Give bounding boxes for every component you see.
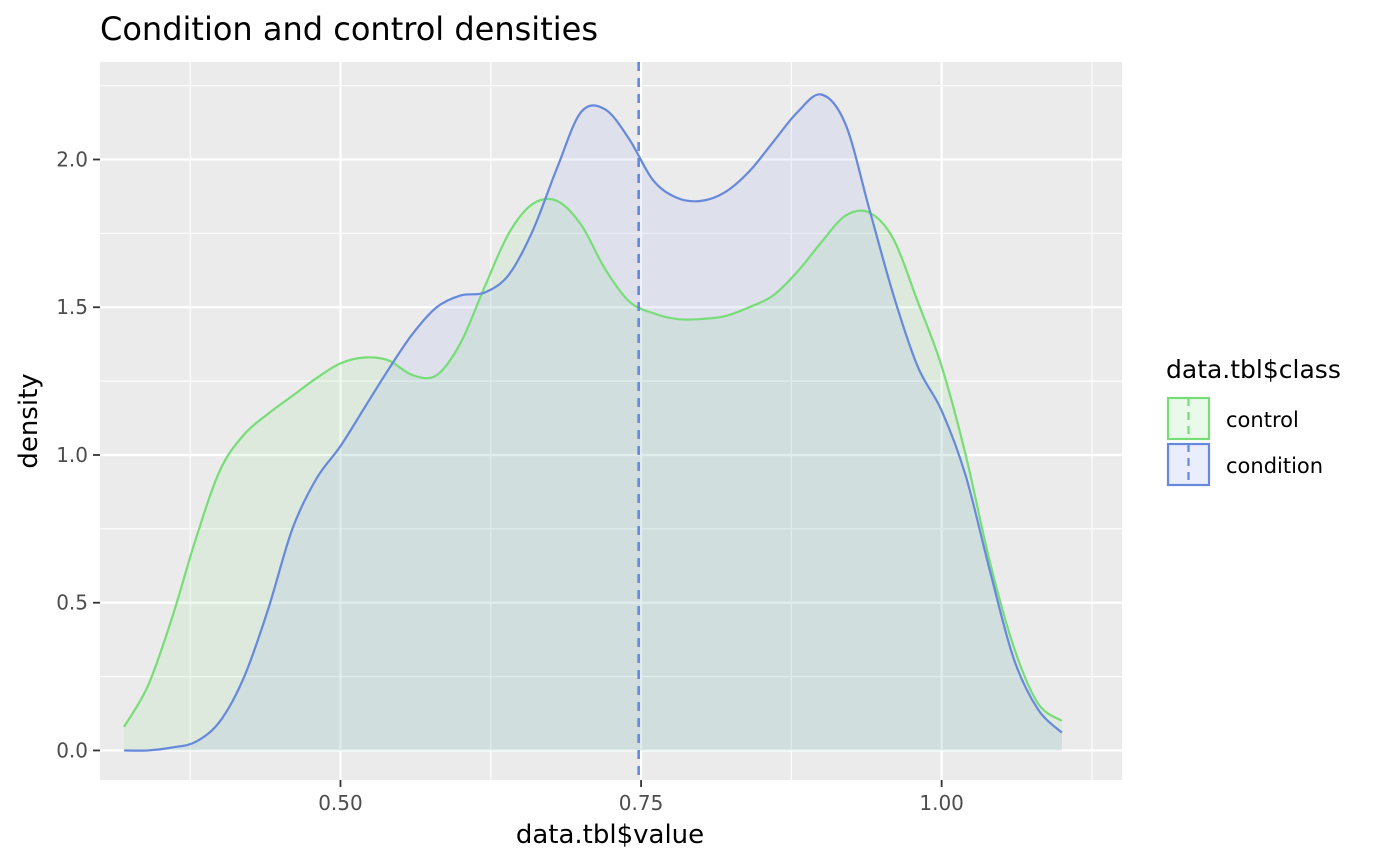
density-area-condition xyxy=(124,94,1062,751)
density-lines xyxy=(123,93,1063,752)
legend-key-condition xyxy=(1166,442,1211,487)
x-axis-title: data.tbl$value xyxy=(516,820,704,850)
x-tick-label: 0.50 xyxy=(318,791,363,815)
minor-gridlines xyxy=(100,62,1122,780)
legend-label-condition: condition xyxy=(1226,454,1323,478)
density-areas xyxy=(124,94,1062,751)
density-area-control xyxy=(124,198,1062,751)
y-tick-label: 2.0 xyxy=(56,148,88,172)
x-axis: 0.50 0.75 1.00 xyxy=(318,780,964,815)
x-tick-label: 0.75 xyxy=(619,791,664,815)
y-axis-title: density xyxy=(14,373,44,468)
legend-label-control: control xyxy=(1226,408,1299,432)
chart-title: Condition and control densities xyxy=(100,10,598,48)
density-line-condition xyxy=(124,93,1063,752)
legend: data.tbl$class control condition xyxy=(1166,355,1341,487)
x-tick-label: 1.00 xyxy=(919,791,964,815)
plot-panel xyxy=(100,62,1122,780)
y-tick-label: 0.5 xyxy=(56,591,88,615)
y-tick-label: 0.0 xyxy=(56,738,88,762)
density-line-control xyxy=(123,197,1063,728)
y-tick-label: 1.5 xyxy=(56,295,88,319)
y-axis: 0.0 0.5 1.0 1.5 2.0 xyxy=(56,148,100,762)
legend-key-control xyxy=(1166,396,1211,441)
y-tick-label: 1.0 xyxy=(56,443,88,467)
legend-title: data.tbl$class xyxy=(1166,355,1341,384)
